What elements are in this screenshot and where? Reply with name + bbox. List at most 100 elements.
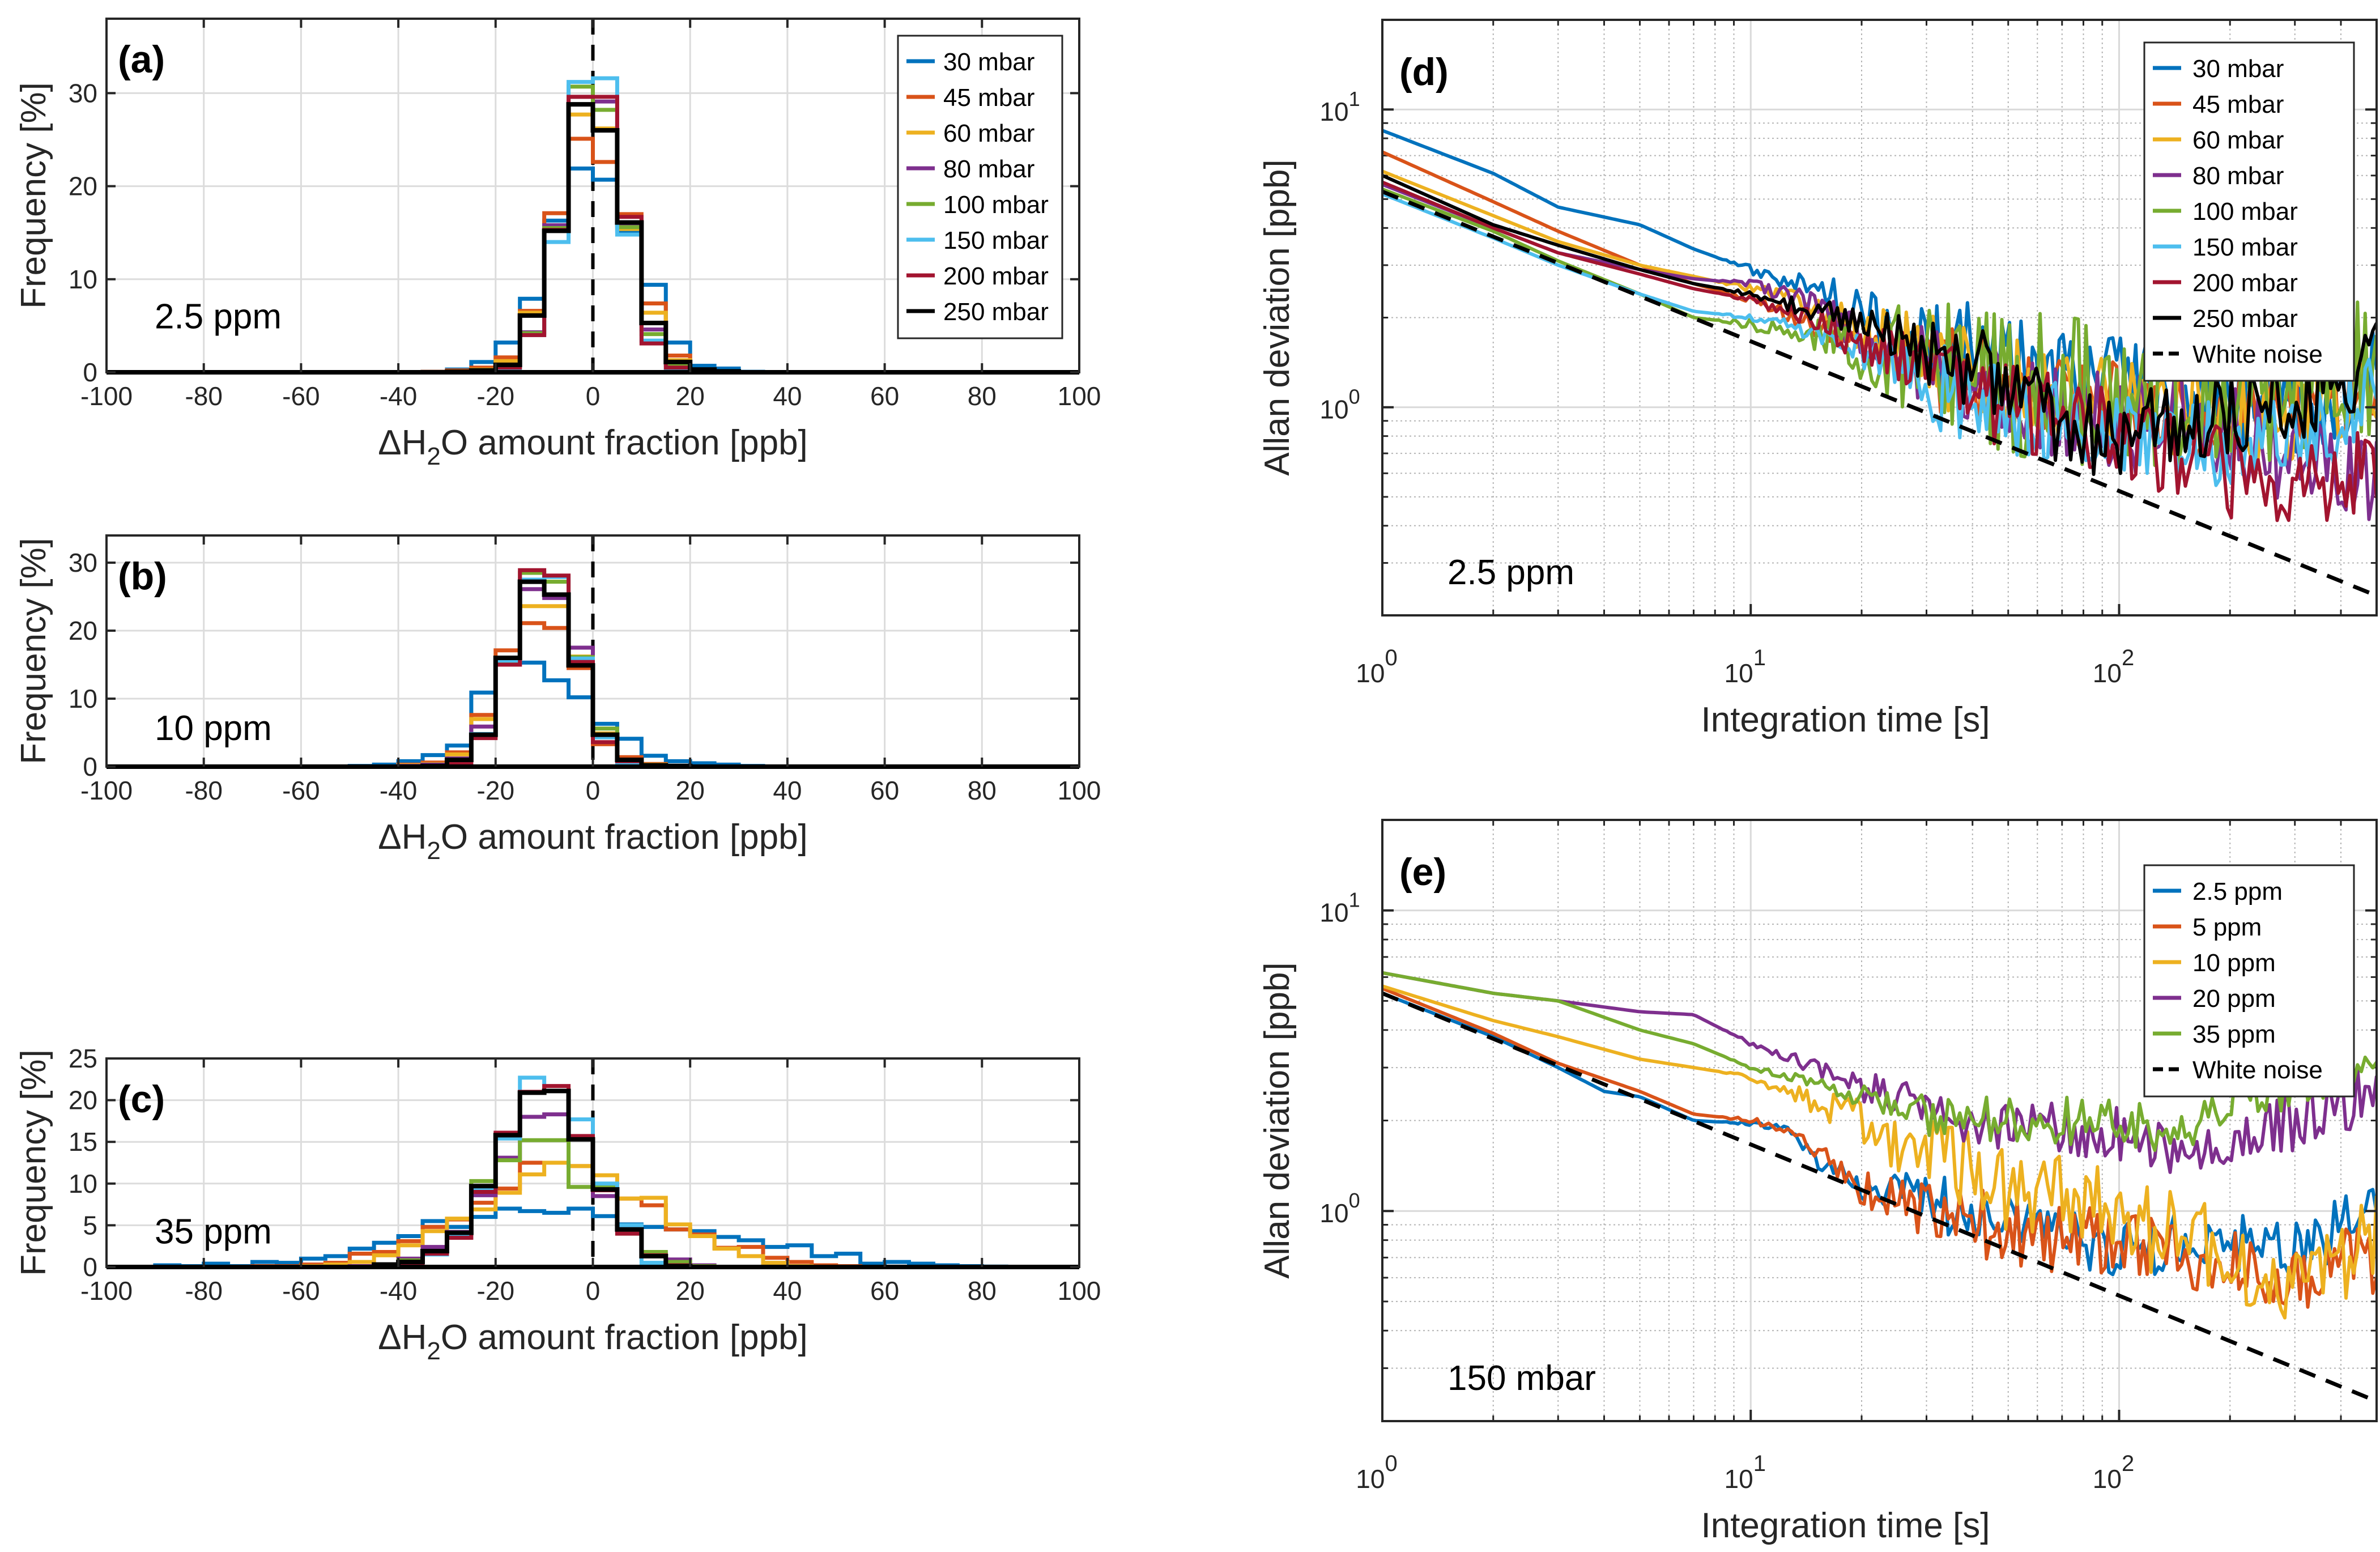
- x-tick-label: 0: [586, 1276, 601, 1306]
- legend-entry-label: White noise: [2192, 341, 2323, 368]
- y-tick-label: 100: [1319, 1189, 1360, 1228]
- x-tick-label: 80: [968, 1276, 997, 1306]
- x-tick-label: 80: [968, 381, 997, 411]
- y-tick-label: 20: [69, 616, 97, 645]
- y-tick-label: 15: [69, 1127, 97, 1156]
- x-tick-label: -20: [477, 381, 514, 411]
- legend-entry-label: 30 mbar: [943, 48, 1034, 76]
- annotation-label: 150 mbar: [1447, 1359, 1596, 1398]
- x-tick-label: 101: [1725, 645, 1766, 688]
- x-tick-label: -80: [185, 776, 222, 805]
- legend-entry-label: 80 mbar: [943, 155, 1034, 183]
- x-tick-label: -20: [477, 1276, 514, 1306]
- legend: 30 mbar 45 mbar 60 mbar 80 mbar 100 mbar 150 …: [897, 35, 1063, 339]
- y-tick-label: 30: [69, 548, 97, 577]
- panel-label: (d): [1399, 50, 1449, 93]
- panel-d-allan-deviation: 100 101 102 100 101 Integration time [s] Allan…: [1258, 19, 2378, 739]
- panel-e-allan-deviation: 100 101 102 100 101 Integration time [s] Allan…: [1258, 819, 2378, 1545]
- y-axis-label: Allan deviation [ppb]: [1258, 159, 1297, 475]
- x-tick-label: -20: [477, 776, 514, 805]
- x-tick-label: -100: [80, 381, 133, 411]
- y-tick-label: 0: [83, 752, 97, 781]
- white-noise-line: [1382, 189, 2372, 596]
- y-tick-label: 10: [69, 684, 97, 713]
- y-axis-label: Allan deviation [ppb]: [1258, 962, 1297, 1278]
- x-tick-label: -60: [282, 381, 320, 411]
- legend-entry-label: 10 ppm: [2192, 949, 2276, 977]
- legend-entry-label: White noise: [2192, 1056, 2323, 1084]
- y-tick-label: 100: [1319, 385, 1360, 424]
- axes-box: [1381, 819, 2378, 1422]
- allan-series-250-mbar: [1382, 174, 2377, 476]
- x-tick-label: 0: [586, 381, 601, 411]
- x-tick-label: 40: [773, 1276, 802, 1306]
- panel-label: (b): [118, 555, 167, 598]
- concentration-annotation: 2.5 ppm: [155, 297, 282, 337]
- legend-entry-label: 80 mbar: [2192, 162, 2284, 190]
- legend-entry-label: 60 mbar: [2192, 126, 2284, 154]
- x-tick-label: 60: [870, 381, 899, 411]
- x-tick-label: 0: [586, 776, 601, 805]
- y-axis-label: Frequency [%]: [14, 1049, 53, 1276]
- legend-entry-label: 250 mbar: [2192, 305, 2298, 333]
- x-tick-label: 60: [870, 1276, 899, 1306]
- legend: 30 mbar 45 mbar 60 mbar 80 mbar 100 mbar 150 …: [2143, 41, 2355, 382]
- x-axis-label: Integration time [s]: [1701, 700, 1990, 739]
- panel-label: (c): [118, 1078, 165, 1121]
- y-tick-label: 0: [83, 358, 97, 387]
- x-axis-label: ΔH2O amount fraction [ppb]: [378, 818, 808, 865]
- x-axis-label: ΔH2O amount fraction [ppb]: [378, 1318, 808, 1365]
- y-tick-label: 25: [69, 1044, 97, 1073]
- y-tick-label: 20: [69, 1086, 97, 1115]
- x-tick-label: -40: [380, 381, 417, 411]
- legend-box: [897, 35, 1063, 339]
- x-tick-label: -40: [380, 1276, 417, 1306]
- x-tick-label: -60: [282, 1276, 320, 1306]
- legend-entry-label: 45 mbar: [943, 84, 1034, 112]
- y-tick-label: 0: [83, 1252, 97, 1282]
- panel-label: (a): [118, 38, 165, 81]
- x-tick-label: -60: [282, 776, 320, 805]
- x-tick-label: 20: [676, 1276, 705, 1306]
- y-tick-label: 101: [1319, 888, 1360, 928]
- y-tick-label: 30: [69, 78, 97, 108]
- concentration-annotation: 10 ppm: [155, 709, 272, 748]
- x-tick-label: 101: [1725, 1451, 1766, 1494]
- y-tick-label: 10: [69, 1169, 97, 1198]
- x-tick-label: 20: [676, 381, 705, 411]
- x-axis-label: ΔH2O amount fraction [ppb]: [378, 423, 808, 470]
- y-tick-label: 5: [83, 1210, 97, 1240]
- x-tick-label: 40: [773, 776, 802, 805]
- x-tick-label: 100: [1058, 776, 1101, 805]
- x-tick-label: 20: [676, 776, 705, 805]
- x-tick-label: -100: [80, 1276, 133, 1306]
- y-tick-label: 20: [69, 172, 97, 201]
- axes-box: [1381, 19, 2378, 616]
- legend-entry-label: 200 mbar: [943, 262, 1049, 290]
- legend-entry-label: 60 mbar: [943, 120, 1034, 147]
- legend-entry-label: 20 ppm: [2192, 985, 2276, 1013]
- panel-c-histogram: -100 -80 -60 -40 -20 0 20 40 60 80 100 0 5 10 15 20 25 ΔH…: [14, 1044, 1101, 1365]
- legend-entry-label: 30 mbar: [2192, 55, 2284, 83]
- x-tick-label: 100: [1058, 1276, 1101, 1306]
- y-axis-label: Frequency [%]: [14, 82, 53, 309]
- x-tick-label: -100: [80, 776, 133, 805]
- legend: 2.5 ppm 5 ppm 10 ppm 20 ppm 35 ppm White nois…: [2143, 864, 2355, 1098]
- panel-b-histogram: -100 -80 -60 -40 -20 0 20 40 60 80 100 0 10 20 30 ΔH2O …: [14, 534, 1101, 865]
- allan-series-5-ppm: [1382, 987, 2377, 1309]
- allan-series-10-ppm: [1382, 984, 2377, 1320]
- legend-entry-label: 45 mbar: [2192, 91, 2284, 118]
- x-tick-label: -80: [185, 381, 222, 411]
- x-tick-label: 102: [2093, 645, 2134, 688]
- legend-entry-label: 250 mbar: [943, 298, 1049, 326]
- legend-entry-label: 5 ppm: [2192, 913, 2262, 941]
- x-tick-label: 60: [870, 776, 899, 805]
- x-tick-label: -40: [380, 776, 417, 805]
- legend-entry-label: 35 ppm: [2192, 1021, 2276, 1048]
- legend-box: [2143, 864, 2355, 1098]
- legend-entry-label: 2.5 ppm: [2192, 878, 2283, 905]
- y-axis-label: Frequency [%]: [14, 538, 53, 764]
- x-tick-label: 40: [773, 381, 802, 411]
